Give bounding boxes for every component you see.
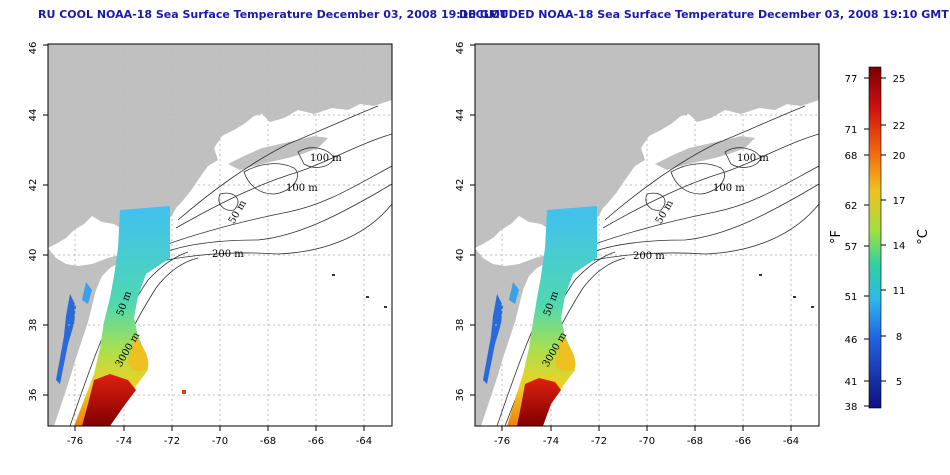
- y-tick-label: 38: [28, 319, 39, 332]
- x-tick-label: -64: [783, 436, 799, 447]
- celsius-unit-label: °C: [916, 229, 931, 245]
- x-tick-label: -72: [164, 436, 180, 447]
- contour-label: 100 m: [737, 153, 769, 164]
- contour-label: 100 m: [286, 183, 318, 194]
- colorbar-tick-label: 71: [845, 125, 858, 136]
- y-tick-label: 36: [28, 389, 39, 402]
- colorbar-tick-label: 22: [893, 121, 906, 132]
- x-tick-label: -70: [639, 436, 655, 447]
- fahrenheit-unit-label: °F: [829, 230, 844, 244]
- colorbar-tick-label: 14: [893, 241, 906, 252]
- right-panel-title: DECLOUDED NOAA-18 Sea Surface Temperatur…: [459, 8, 949, 21]
- x-tick-label: -66: [735, 436, 751, 447]
- y-tick-label: 46: [455, 42, 466, 55]
- right-map: [475, 44, 819, 426]
- x-tick-label: -76: [67, 436, 83, 447]
- x-tick-label: -64: [356, 436, 372, 447]
- colorbar-tick-label: 8: [896, 332, 902, 343]
- colorbar-tick-label: 41: [845, 377, 858, 388]
- x-tick-label: -68: [260, 436, 276, 447]
- colorbar-tick-label: 77: [845, 74, 858, 85]
- colorbar-tick-label: 46: [845, 335, 858, 346]
- colorbar-tick-label: 25: [893, 74, 906, 85]
- y-tick-label: 46: [28, 42, 39, 55]
- y-tick-label: 40: [28, 249, 39, 262]
- colorbar-tick-label: 62: [845, 201, 858, 212]
- colorbar-tick-label: 57: [845, 242, 858, 253]
- y-tick-label: 44: [455, 109, 466, 122]
- contour-label: 100 m: [713, 183, 745, 194]
- y-tick-label: 44: [28, 109, 39, 122]
- x-tick-label: -74: [116, 436, 132, 447]
- colorbar-tick-label: 20: [893, 151, 906, 162]
- colorbar-tick-label: 17: [893, 196, 906, 207]
- y-tick-label: 42: [28, 179, 39, 192]
- colorbar-tick-label: 51: [845, 292, 858, 303]
- right-x-tick-labels: -76 -74 -72 -70 -68 -66 -64: [494, 436, 799, 447]
- x-tick-label: -72: [591, 436, 607, 447]
- contour-label: 200 m: [633, 251, 665, 262]
- celsius-tick-labels: 25 22 20 17 14 11 8 5: [893, 74, 906, 388]
- x-tick-label: -74: [543, 436, 559, 447]
- left-panel-title: RU COOL NOAA-18 Sea Surface Temperature …: [38, 8, 508, 21]
- right-axis-ticks: [470, 44, 792, 431]
- y-tick-label: 40: [455, 249, 466, 262]
- left-axis-ticks: [43, 44, 365, 431]
- x-tick-label: -70: [212, 436, 228, 447]
- y-tick-label: 38: [455, 319, 466, 332]
- colorbar-tick-label: 68: [845, 151, 858, 162]
- contour-label: 100 m: [310, 153, 342, 164]
- contour-label: 200 m: [212, 249, 244, 260]
- y-tick-label: 36: [455, 389, 466, 402]
- colorbar-tick-label: 5: [896, 377, 902, 388]
- left-map: [48, 44, 392, 426]
- x-tick-label: -66: [308, 436, 324, 447]
- colorbar-tick-label: 38: [845, 402, 858, 413]
- colorbar-tick-label: 11: [893, 286, 906, 297]
- colorbar: [868, 66, 882, 409]
- y-tick-label: 42: [455, 179, 466, 192]
- left-y-tick-labels: 36 38 40 42 44 46: [28, 42, 39, 402]
- x-tick-label: -76: [494, 436, 510, 447]
- x-tick-label: -68: [687, 436, 703, 447]
- left-x-tick-labels: -76 -74 -72 -70 -68 -66 -64: [67, 436, 372, 447]
- colorbar-ticks: [864, 77, 886, 407]
- right-y-tick-labels: 36 38 40 42 44 46: [455, 42, 466, 402]
- fahrenheit-tick-labels: 77 71 68 62 57 51 46 41 38: [845, 74, 858, 413]
